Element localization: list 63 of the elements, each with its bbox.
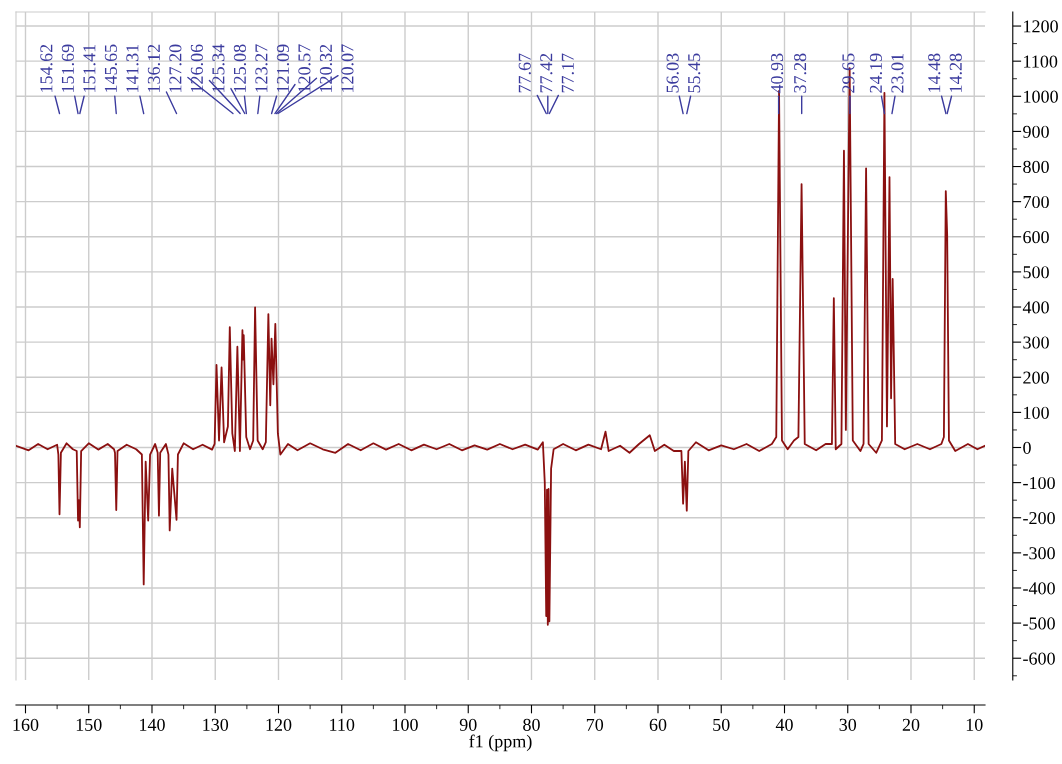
x-tick-label: 120 xyxy=(266,718,292,731)
y-tick-label: -300 xyxy=(1023,547,1055,560)
annotation: 120.57 xyxy=(298,44,311,92)
annotation: 126.06 xyxy=(190,44,204,92)
y-tick-label: 900 xyxy=(1023,125,1049,138)
annotation: 151.41 xyxy=(83,44,96,92)
x-tick-label: 100 xyxy=(393,718,418,731)
y-tick-label: -400 xyxy=(1023,582,1055,595)
x-tick-label: 110 xyxy=(330,718,355,731)
annotation: 77.67 xyxy=(518,53,531,93)
annotation: 55.45 xyxy=(688,53,701,93)
x-tick-label: 130 xyxy=(203,718,229,731)
annotation: 40.93 xyxy=(770,53,784,94)
y-tick-label: 0 xyxy=(1023,441,1031,454)
annotation: 125.08 xyxy=(233,44,247,92)
annotation: 123.27 xyxy=(255,44,268,92)
annotation: 24.19 xyxy=(869,53,883,93)
annotation: 23.01 xyxy=(891,53,904,93)
annotation: 77.17 xyxy=(561,53,574,93)
x-tick-label: 80 xyxy=(523,718,540,731)
annotation: 121.09 xyxy=(276,44,290,92)
x-tick-label: 70 xyxy=(586,718,604,731)
y-tick-label: 800 xyxy=(1023,160,1049,173)
x-tick-label: 60 xyxy=(649,718,667,731)
annotation: 120.07 xyxy=(341,44,354,92)
x-tick-label: 140 xyxy=(140,718,165,731)
x-tick-label: 160 xyxy=(13,718,39,731)
y-tick-label: -600 xyxy=(1023,652,1055,665)
annotation: 127.20 xyxy=(169,44,182,92)
annotation: 125.34 xyxy=(212,44,225,92)
annotation: 77.42 xyxy=(540,53,553,93)
y-tick-label: 100 xyxy=(1024,406,1049,419)
x-tick-label: 90 xyxy=(459,718,477,731)
annotation: 14.48 xyxy=(928,53,941,92)
y-tick-label: 1200 xyxy=(1024,20,1058,33)
y-tick-label: 1000 xyxy=(1024,90,1058,103)
x-tick-label: 40 xyxy=(775,718,793,731)
x-tick-label: 150 xyxy=(76,718,102,731)
y-tick-label: 500 xyxy=(1023,266,1049,279)
x-tick-label: 10 xyxy=(966,718,983,731)
y-tick-label: -500 xyxy=(1023,617,1055,630)
annotation: 136.12 xyxy=(147,44,161,92)
y-tick-label: 200 xyxy=(1023,371,1049,384)
annotation: 151.69 xyxy=(61,44,75,92)
annotation: 56.03 xyxy=(666,53,679,93)
y-tick-label: 1100 xyxy=(1024,55,1058,68)
x-tick-label: 30 xyxy=(839,718,857,731)
x-axis-title: f1 (ppm) xyxy=(469,734,532,752)
x-tick-label: 20 xyxy=(902,718,920,731)
y-tick-label: -200 xyxy=(1023,512,1055,525)
annotation: 120.32 xyxy=(319,44,333,92)
y-tick-label: 600 xyxy=(1023,231,1049,244)
annotation: 37.28 xyxy=(794,53,807,93)
y-tick-label: 700 xyxy=(1023,195,1049,209)
annotation: 14.28 xyxy=(949,53,962,92)
annotation: 29.65 xyxy=(842,53,855,93)
annotation: 154.62 xyxy=(40,44,53,92)
annotation: 145.65 xyxy=(104,44,118,92)
y-tick-label: 300 xyxy=(1023,336,1049,349)
x-tick-label: 50 xyxy=(713,718,730,731)
annotation: 141.31 xyxy=(126,44,139,92)
y-tick-label: 400 xyxy=(1022,301,1049,314)
y-tick-label: -100 xyxy=(1023,476,1055,490)
